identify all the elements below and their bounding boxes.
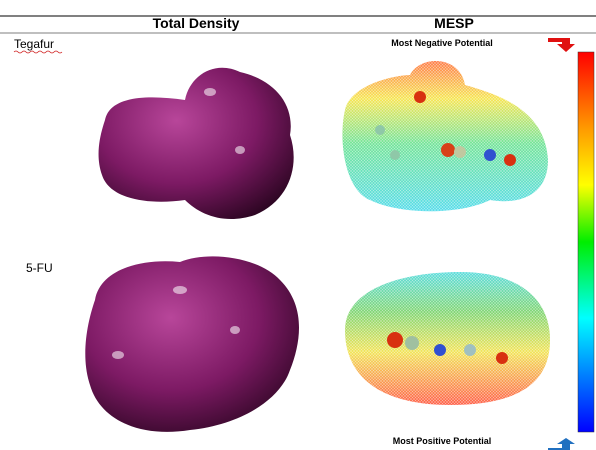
arrow (548, 38, 575, 52)
column-header: Total Density (153, 15, 240, 31)
mesp-surface (342, 61, 550, 405)
density-surface (99, 68, 294, 219)
scale-label: Most Positive Potential (393, 436, 492, 446)
scale-label: Most Negative Potential (391, 38, 493, 48)
row-label: 5-FU (26, 261, 53, 275)
color-scale (578, 52, 594, 432)
arrow (548, 438, 575, 450)
density-surface (85, 256, 299, 431)
row-label: Tegafur (14, 37, 54, 51)
column-header: MESP (434, 15, 474, 31)
figure: Total Density MESP Tegafur 5-FU Most Neg… (0, 0, 596, 450)
spell-mark (14, 51, 62, 53)
